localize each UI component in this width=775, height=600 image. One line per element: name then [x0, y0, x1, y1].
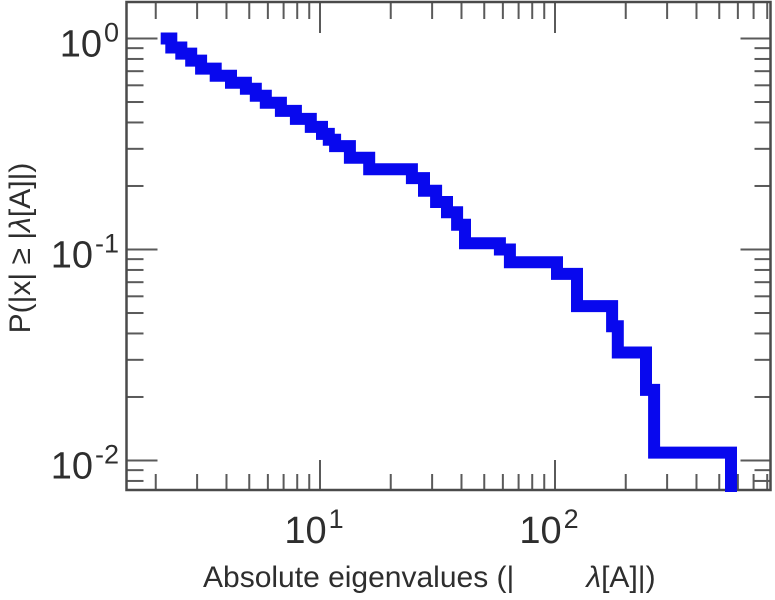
- ccdf-step-curve: [160, 32, 737, 492]
- x-axis-label: Absolute eigenvalues (| λ[A]|): [203, 561, 656, 594]
- y-tick-label: 10-1: [51, 229, 119, 277]
- y-axis-label: P(|x| ≥ |λ[A]|): [4, 163, 37, 334]
- x-tick-labels: 101 102: [284, 504, 578, 552]
- y-tick-labels: 100 10-1 10-2: [51, 18, 119, 488]
- axis-ticks: [127, 3, 771, 490]
- y-tick-label: 100: [60, 18, 119, 66]
- plot-frame: [125, 0, 772, 492]
- y-tick-label: 10-2: [51, 440, 119, 488]
- x-tick-label: 101: [284, 504, 343, 552]
- x-tick-label: 102: [519, 504, 578, 552]
